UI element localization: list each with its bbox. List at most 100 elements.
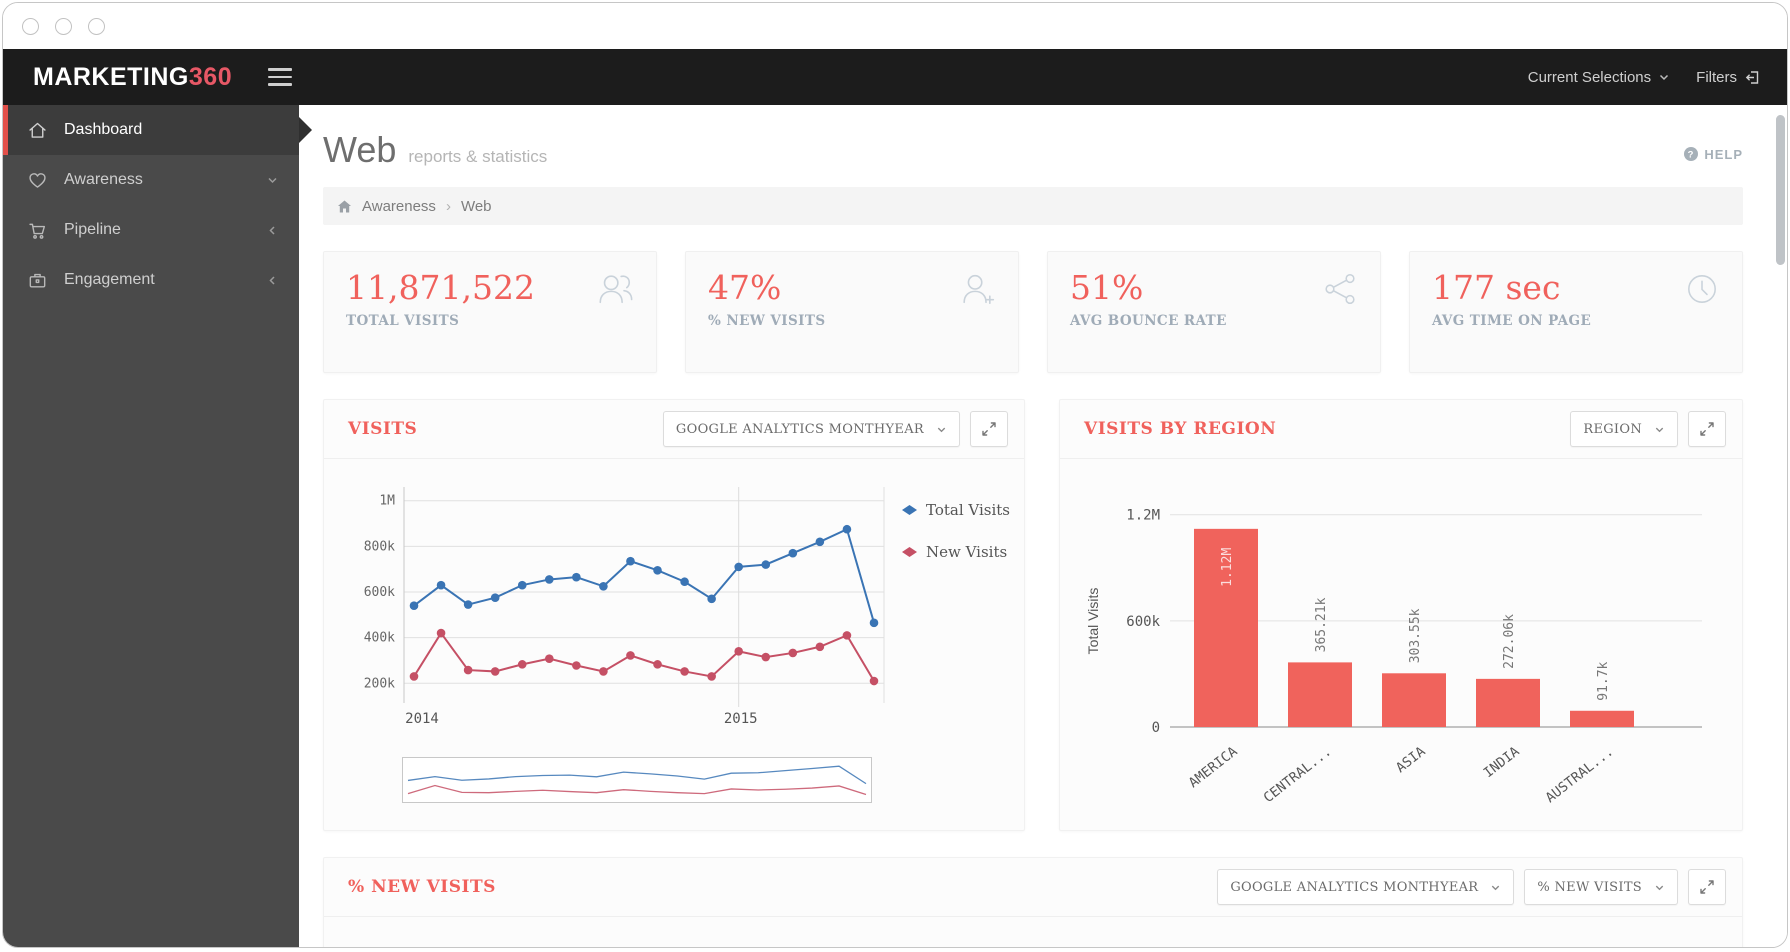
chevron-down-icon (1655, 885, 1664, 890)
visits-dimension-dropdown[interactable]: GOOGLE ANALYTICS MONTHYEAR (662, 411, 960, 447)
chevron-down-icon[interactable] (1658, 71, 1670, 83)
data-point[interactable] (707, 672, 716, 681)
sidebar-item-awareness[interactable]: Awareness (3, 155, 299, 205)
y-tick-label: 0 (1152, 720, 1160, 736)
data-point[interactable] (761, 560, 771, 569)
data-point[interactable] (490, 593, 500, 603)
data-point[interactable] (544, 654, 554, 663)
kpi-card-bounce-rate: 51% AVG BOUNCE RATE (1047, 251, 1381, 373)
data-point[interactable] (544, 575, 554, 584)
bar-central[interactable] (1288, 662, 1352, 727)
svg-text:?: ? (1688, 149, 1695, 160)
data-point[interactable] (599, 581, 608, 591)
data-point[interactable] (436, 628, 446, 638)
expand-icon (1700, 880, 1714, 894)
bar-asia[interactable] (1382, 673, 1446, 727)
series-total-visits (409, 524, 879, 628)
bar-america[interactable] (1194, 528, 1258, 727)
breadcrumb-awareness[interactable]: Awareness (362, 197, 436, 215)
sidebar-item-dashboard[interactable]: Dashboard (3, 105, 299, 155)
kpi-label: AVG TIME ON PAGE (1432, 313, 1592, 329)
sidebar-item-engagement[interactable]: Engagement (3, 255, 299, 305)
data-point[interactable] (463, 600, 473, 609)
bar-value-label: 1.12M (1220, 548, 1235, 587)
data-point[interactable] (680, 577, 689, 587)
current-selections-button[interactable]: Current Selections (1527, 68, 1652, 86)
new-visits-measure-dropdown[interactable]: % NEW VISITS (1524, 869, 1678, 905)
window-control-minimize[interactable] (55, 17, 72, 35)
data-point[interactable] (436, 580, 446, 590)
data-point[interactable] (815, 642, 825, 652)
region-dimension-dropdown[interactable]: REGION (1570, 411, 1678, 447)
data-point[interactable] (869, 618, 879, 628)
window-control-maximize[interactable] (88, 17, 105, 35)
region-expand-button[interactable] (1688, 411, 1726, 447)
logo-accent-text: 360 (188, 62, 233, 91)
scrollbar-thumb[interactable] (1776, 115, 1785, 265)
y-tick-label: 800k (364, 539, 395, 554)
data-point[interactable] (517, 580, 527, 590)
bar-value-label: 303.55k (1408, 608, 1423, 663)
bar-india[interactable] (1476, 678, 1540, 727)
series-line (413, 527, 875, 624)
data-point[interactable] (788, 648, 798, 658)
new-visits-dimension-dropdown[interactable]: GOOGLE ANALYTICS MONTHYEAR (1217, 869, 1515, 905)
sidebar-item-pipeline[interactable]: Pipeline (3, 205, 299, 255)
filters-panel-icon[interactable] (1744, 69, 1761, 86)
x-category-label: CENTRAL... (1261, 744, 1335, 807)
data-point[interactable] (680, 667, 689, 676)
data-point[interactable] (815, 537, 825, 547)
help-button[interactable]: ? HELP (1683, 146, 1743, 162)
data-point[interactable] (707, 594, 716, 604)
kpi-card-time-on-page: 177 sec AVG TIME ON PAGE (1409, 251, 1743, 373)
data-point[interactable] (409, 601, 419, 610)
data-point[interactable] (842, 631, 852, 640)
main-content: Web reports & statistics ? HELP Awarenes… (299, 105, 1787, 947)
data-point[interactable] (517, 660, 527, 669)
data-point[interactable] (734, 647, 744, 656)
data-point[interactable] (869, 676, 879, 686)
visits-expand-button[interactable] (970, 411, 1008, 447)
briefcase-icon (29, 273, 46, 287)
bar-austral[interactable] (1570, 710, 1634, 727)
users-icon (599, 275, 633, 304)
window-control-close[interactable] (22, 17, 39, 35)
y-tick-label: 1M (379, 494, 395, 509)
legend-item-new-visits[interactable]: New Visits (902, 543, 1010, 561)
data-point[interactable] (490, 667, 500, 676)
data-point[interactable] (463, 665, 473, 675)
filters-button[interactable]: Filters (1696, 68, 1737, 86)
top-navbar: MARKETING360 Current Selections Filters (3, 49, 1787, 105)
region-panel: VISITS BY REGION REGION 0 600k 1 (1059, 399, 1743, 831)
legend-item-total-visits[interactable]: Total Visits (902, 501, 1010, 519)
data-point[interactable] (842, 524, 852, 534)
y-tick-label: 400k (364, 631, 395, 646)
data-point[interactable] (599, 667, 608, 676)
region-panel-title: VISITS BY REGION (1084, 419, 1277, 439)
app-logo: MARKETING360 (33, 63, 232, 92)
data-point[interactable] (572, 572, 581, 582)
data-point[interactable] (572, 661, 581, 670)
kpi-card-total-visits: 11,871,522 TOTAL VISITS (323, 251, 657, 373)
chart-legend: Total Visits New Visits (902, 475, 1010, 743)
x-category-label: AUSTRAL... (1543, 744, 1617, 807)
data-point[interactable] (626, 556, 635, 566)
data-point[interactable] (734, 562, 744, 572)
page-title: Web (323, 129, 397, 170)
home-icon (29, 122, 46, 138)
home-icon[interactable] (337, 199, 352, 214)
data-point[interactable] (761, 652, 771, 662)
data-point[interactable] (653, 660, 662, 669)
data-point[interactable] (653, 566, 662, 575)
breadcrumb-web[interactable]: Web (460, 197, 492, 215)
data-point[interactable] (626, 651, 635, 660)
new-visits-expand-button[interactable] (1688, 869, 1726, 905)
data-point[interactable] (788, 548, 798, 558)
data-point[interactable] (409, 672, 419, 681)
chart-range-navigator[interactable] (402, 757, 872, 803)
legend-label: New Visits (926, 543, 1008, 561)
bar-value-label: 91.7k (1596, 661, 1611, 700)
navigator-frame (402, 757, 872, 803)
hamburger-menu-icon[interactable] (268, 68, 293, 86)
x-tick-label: 2014 (405, 711, 439, 727)
